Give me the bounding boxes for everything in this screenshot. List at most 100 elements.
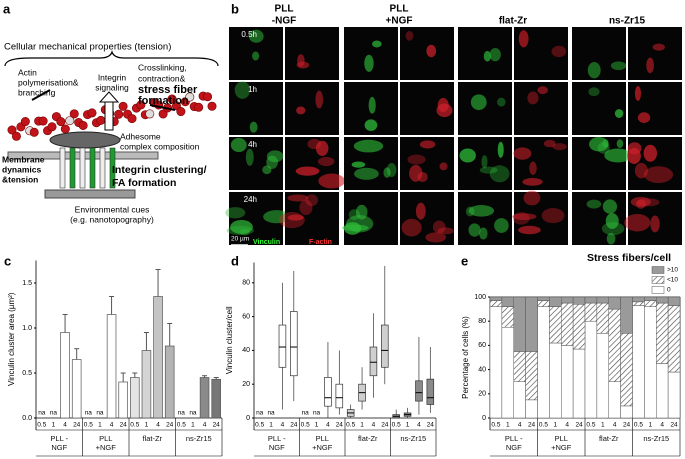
cell-signal bbox=[245, 148, 254, 166]
bar-segment bbox=[537, 306, 550, 419]
cell-signal bbox=[497, 97, 506, 107]
bar bbox=[71, 359, 82, 419]
cell-signal bbox=[315, 140, 329, 157]
cell-signal bbox=[307, 138, 322, 150]
cell-signal bbox=[634, 162, 648, 179]
micrograph-tile bbox=[344, 27, 398, 80]
cell-signal bbox=[234, 81, 251, 99]
x-tick-label: 1 bbox=[145, 422, 149, 429]
actin-bead bbox=[176, 107, 186, 117]
bar-segment bbox=[667, 371, 681, 419]
arrow bbox=[31, 89, 51, 101]
diagram-label: contraction& bbox=[138, 73, 186, 83]
x-tick-label: 1 bbox=[52, 422, 56, 429]
box bbox=[278, 324, 287, 368]
bar-segment bbox=[656, 296, 669, 304]
panel-label: c bbox=[4, 253, 11, 268]
bar-segment bbox=[513, 296, 526, 352]
column-header: PLL bbox=[275, 4, 294, 15]
column-header: flat-Zr bbox=[499, 16, 527, 27]
cell-signal bbox=[468, 205, 495, 217]
cell-signal bbox=[489, 47, 501, 62]
bar-segment bbox=[644, 296, 657, 301]
cell-signal bbox=[643, 166, 674, 183]
panel-label: d bbox=[231, 253, 239, 268]
cell-signal bbox=[527, 91, 539, 105]
actin-bead bbox=[87, 108, 97, 118]
diagram-label: FA formation bbox=[112, 177, 176, 189]
group-label: flat-Zr bbox=[357, 434, 378, 443]
cell-signal bbox=[537, 86, 549, 95]
cell-signal bbox=[470, 94, 487, 111]
cell-signal bbox=[601, 222, 625, 236]
group-label: PLL +NGF bbox=[551, 434, 572, 452]
group-label: PLL +NGF bbox=[312, 434, 333, 452]
cell-signal bbox=[522, 178, 543, 186]
x-tick-label: 4 bbox=[660, 422, 664, 429]
x-tick-label: 0.5 bbox=[84, 422, 93, 429]
box bbox=[381, 324, 389, 368]
value-label: na bbox=[50, 410, 58, 417]
cell-signal bbox=[230, 137, 247, 153]
cell-signal bbox=[529, 161, 537, 176]
substrate bbox=[44, 189, 136, 199]
x-tick-label: 4 bbox=[203, 422, 207, 429]
box bbox=[415, 380, 423, 402]
actin-bead bbox=[29, 127, 39, 137]
bar-segment bbox=[644, 306, 657, 419]
diagram-label: Membrane bbox=[2, 154, 45, 164]
box bbox=[426, 378, 435, 405]
x-tick-label: 24 bbox=[120, 422, 128, 429]
bar bbox=[130, 377, 140, 419]
value-label: na bbox=[302, 410, 310, 417]
cell-signal bbox=[523, 190, 541, 206]
x-tick-label: 4 bbox=[372, 422, 376, 429]
x-tick-label: 1 bbox=[315, 422, 319, 429]
actin-bead bbox=[7, 125, 17, 135]
cell-signal bbox=[415, 202, 426, 220]
x-tick-label: 0.5 bbox=[301, 422, 310, 429]
bar-segment bbox=[513, 381, 526, 419]
x-tick-label: 4 bbox=[417, 422, 421, 429]
y-tick-label: 40 bbox=[242, 347, 250, 354]
cell-signal bbox=[263, 210, 291, 224]
actin-bead bbox=[167, 94, 177, 104]
x-tick-label: 24 bbox=[290, 422, 298, 429]
x-tick-label: 4 bbox=[156, 422, 160, 429]
cell-signal bbox=[627, 147, 641, 164]
row-label: 0.5h bbox=[241, 30, 257, 39]
x-tick-label: 0.5 bbox=[491, 422, 500, 429]
cell-signal bbox=[225, 207, 246, 219]
integrin bbox=[109, 147, 116, 189]
x-tick-label: 24 bbox=[213, 422, 221, 429]
x-tick-label: 4 bbox=[110, 422, 114, 429]
diagram-label: (e.g. nanotopography) bbox=[70, 214, 154, 224]
cell-signal bbox=[436, 103, 453, 118]
value-label: na bbox=[189, 410, 197, 417]
cell-signal bbox=[437, 227, 454, 235]
cell-signal bbox=[518, 30, 529, 48]
group-label: PLL +NGF bbox=[95, 434, 116, 452]
y-tick-label: 1.5 bbox=[22, 280, 32, 287]
x-tick-label: 1 bbox=[98, 422, 102, 429]
group-label: ns-Zr15 bbox=[400, 434, 427, 443]
bar-segment bbox=[572, 296, 586, 305]
x-tick-label: 24 bbox=[528, 422, 536, 429]
bar bbox=[118, 381, 128, 419]
bar-segment bbox=[549, 296, 562, 307]
legend-label: 0 bbox=[667, 287, 671, 294]
actin-bead bbox=[20, 117, 30, 127]
actin-bead bbox=[203, 92, 213, 102]
x-tick-label: 4 bbox=[518, 422, 522, 429]
cell-signal bbox=[616, 139, 624, 148]
cell-signal bbox=[372, 40, 382, 48]
bar-segment bbox=[572, 304, 586, 350]
cell-signal bbox=[602, 199, 618, 214]
diagram-label: polymerisation& bbox=[18, 77, 79, 87]
y-tick-label: 80 bbox=[242, 280, 250, 287]
cell-signal bbox=[479, 166, 498, 174]
diagram-label: Integrin bbox=[98, 72, 127, 82]
diagram-label: branching bbox=[18, 87, 56, 97]
group-label: PLL -NGF bbox=[504, 434, 523, 452]
